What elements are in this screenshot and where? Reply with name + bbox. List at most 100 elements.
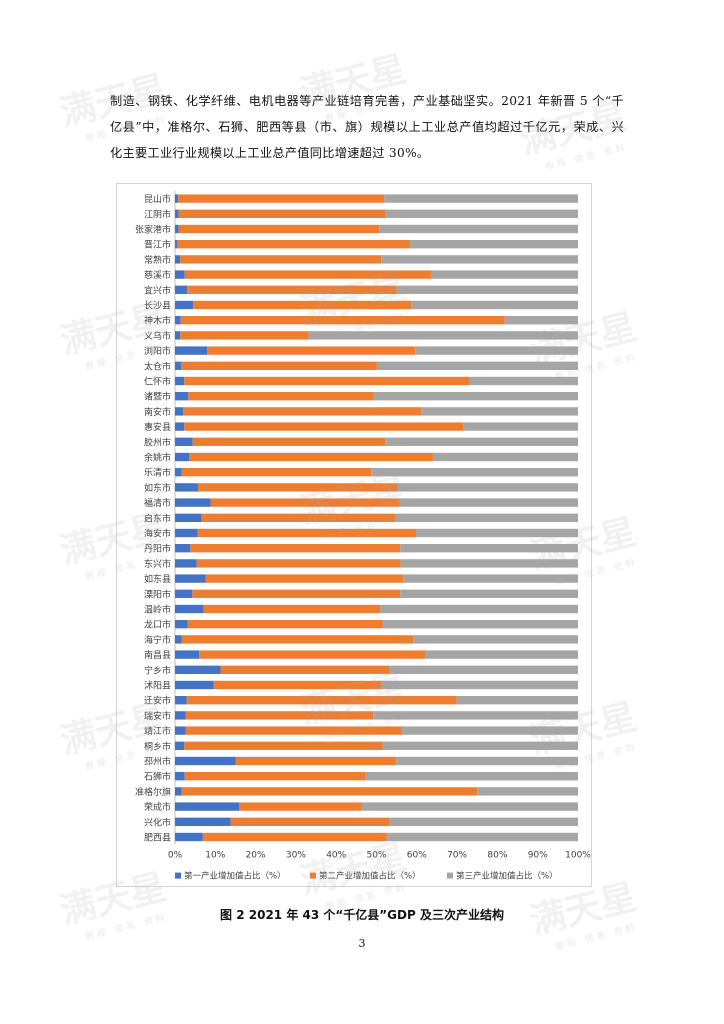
bar-segment-3 [395,513,578,522]
bar-segment-2 [196,559,401,568]
bar-segment-1 [175,407,184,416]
bar-segment-1 [175,802,240,811]
bar-segment-1 [175,468,182,477]
y-tick-label: 准格尔旗 [135,786,171,798]
x-tick-label: 70% [447,851,467,861]
bar-segment-3 [400,589,578,598]
bar-segment-2 [188,392,374,401]
bar-segment-3 [373,711,578,720]
bar-segment-3 [386,832,578,842]
y-tick-label: 如东县 [144,573,171,585]
bar-segment-1 [175,498,211,507]
legend-swatch-1 [175,872,181,879]
bar-segment-3 [403,574,578,583]
bar-segment-3 [463,422,578,431]
bar-segment-1 [175,437,193,446]
y-tick-label: 常熟市 [144,254,171,266]
bar-segment-3 [373,392,578,401]
bar-segment-1 [175,787,182,796]
bar-segment-3 [415,346,578,355]
bar-segment-3 [382,741,578,750]
bar-segment-3 [415,528,578,538]
bar-segment-3 [469,376,578,386]
bar-segment-3 [431,270,578,279]
bar-segment-1 [175,604,204,614]
bar-segment-1 [175,346,208,355]
bar-segment-2 [178,209,386,218]
bar-segment-3 [456,696,578,705]
y-tick-label: 龙口市 [144,619,171,631]
bar-segment-2 [180,255,382,264]
bar-segment-1 [175,285,188,294]
bar-segment-2 [185,726,402,735]
bar-segment-2 [181,361,377,370]
x-tick-label: 10% [205,851,225,861]
y-tick-label: 宜兴市 [144,284,171,296]
y-tick-label: 迁安市 [144,695,171,707]
x-tick-label: 90% [528,851,548,861]
bar-segment-2 [210,498,400,507]
bar-segment-1 [175,635,182,644]
bar-segment-1 [175,711,186,720]
bar-segment-3 [371,468,578,477]
x-tick-label: 40% [326,851,346,861]
bar-segment-2 [181,468,372,477]
legend-swatch-2 [310,872,316,879]
legend-swatch-3 [447,872,453,879]
bar-segment-1 [175,209,179,218]
x-tick-label: 30% [286,851,306,861]
bar-segment-2 [220,665,390,674]
bar-segment-2 [230,817,389,826]
legend-label-2: 第二产业增加值占比（%） [319,871,421,882]
bar-segment-1 [175,376,185,386]
x-tick-label: 50% [366,851,386,861]
bar-segment-3 [396,285,578,294]
bar-segment-3 [409,240,578,249]
bar-segment-2 [178,224,380,234]
bar-segment-2 [192,589,401,598]
bar-segment-3 [379,224,578,234]
legend-label-3: 第三产业增加值占比（%） [456,871,558,882]
bar-segment-2 [184,270,432,279]
y-tick-label: 靖江市 [144,725,171,737]
y-tick-label: 石狮市 [144,771,171,783]
bar-segment-2 [190,544,401,553]
bar-segment-1 [175,361,182,370]
bar-segment-1 [175,331,181,340]
bar-segment-1 [175,513,202,522]
y-tick-label: 晋江市 [144,239,171,251]
bar-segment-1 [175,224,179,234]
bar-segment-3 [425,650,578,659]
bar-segment-2 [202,832,387,842]
bar-segment-1 [175,255,181,264]
bar-segment-3 [389,665,578,674]
bar-segment-1 [175,194,179,203]
y-tick-label: 乐清市 [144,467,171,479]
bar-segment-1 [175,772,185,781]
bar-segment-3 [397,483,578,492]
bar-segment-3 [385,209,578,218]
y-tick-label: 启东市 [144,512,171,524]
figure-frame: 昆山市 江阴市 张家港市 晋江市 常熟市 慈溪市 宜兴市 长沙县 神木市 义乌市 浏阳市 太仓市 仁怀市… [116,183,592,887]
bar-segment-3 [401,726,578,735]
bar-segment-2 [177,240,410,249]
bar-segment-1 [175,832,203,842]
bar-segment-1 [175,452,190,462]
bar-segment-2 [184,772,366,781]
bar-segment-1 [175,589,193,598]
y-tick-label: 如东市 [144,482,171,494]
bar-segment-2 [184,741,383,750]
y-tick-label: 肥西县 [144,833,171,844]
bar-segment-3 [411,300,578,310]
y-tick-label: 惠安县 [144,421,171,433]
y-tick-label: 南昌县 [144,649,171,661]
bar-segment-2 [187,285,397,294]
page-number: 3 [358,937,366,950]
bar-segment-1 [175,665,221,674]
bar-segment-2 [203,604,381,614]
legend-label-1: 第一产业增加值占比（%） [184,871,286,882]
y-tick-label: 太仓市 [144,360,171,372]
bar-segment-3 [380,604,578,614]
bar-segment-2 [197,528,416,538]
y-tick-label: 长沙县 [144,300,171,312]
